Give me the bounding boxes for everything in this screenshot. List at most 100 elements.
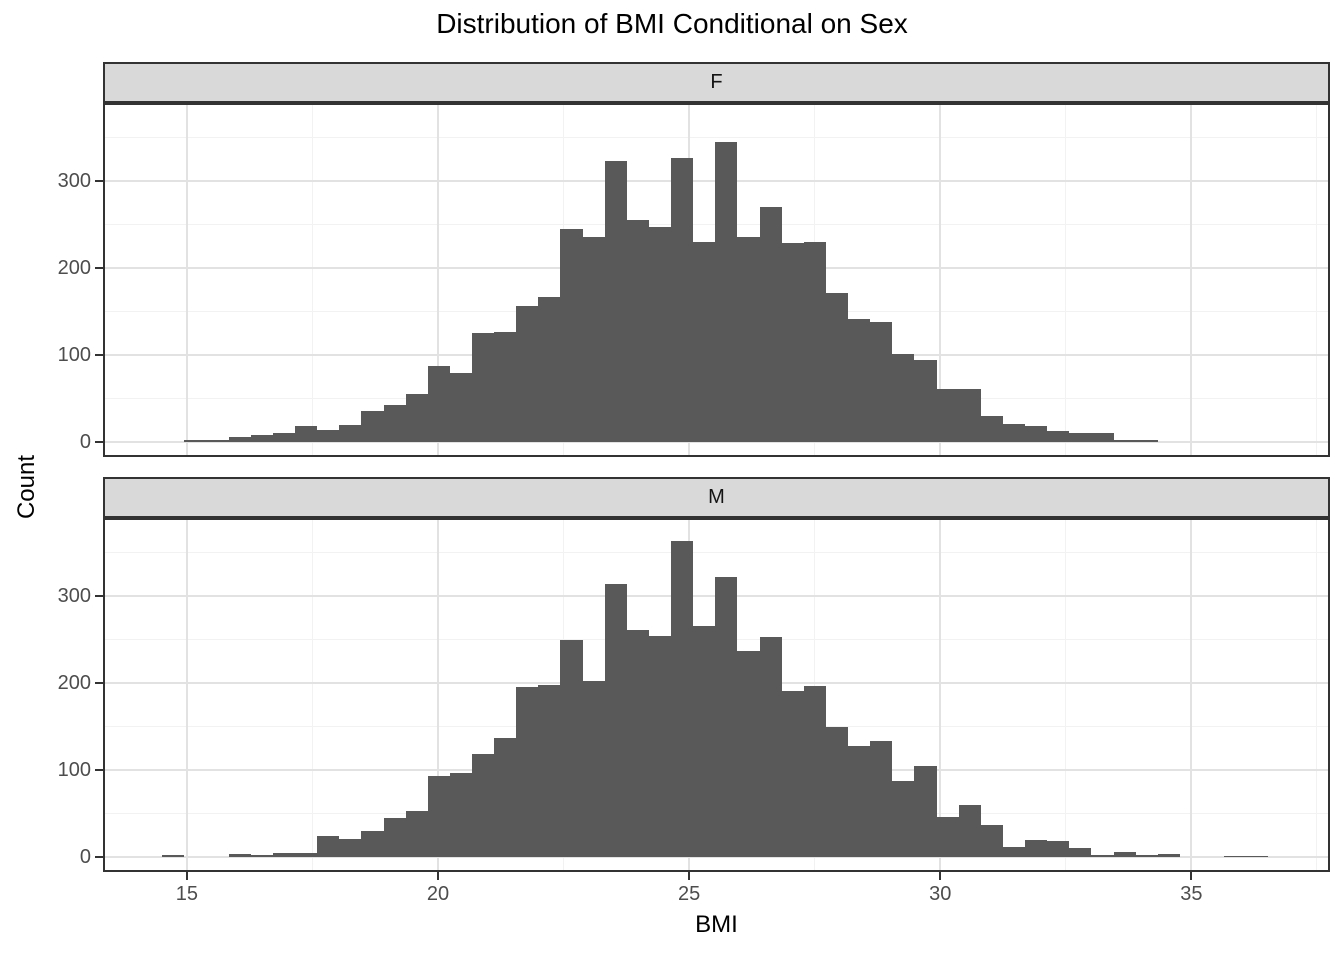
histogram-bar	[914, 360, 937, 443]
x-tick-label: 15	[175, 883, 198, 905]
histogram-bar	[1091, 432, 1114, 443]
histogram-bar	[538, 296, 560, 443]
histogram-bar	[627, 220, 649, 443]
y-tick-mark	[95, 441, 103, 444]
histogram-bar	[295, 852, 317, 858]
histogram-bar	[251, 855, 273, 858]
histogram-bar	[538, 684, 560, 858]
histogram-bar	[361, 410, 384, 443]
histogram-bar	[848, 319, 870, 443]
histogram-bar	[1136, 439, 1158, 443]
histogram-bar	[959, 389, 981, 443]
histogram-bar	[1069, 847, 1091, 858]
histogram-bar	[450, 772, 472, 858]
histogram-bar	[1224, 856, 1246, 858]
gridline-major-h	[105, 856, 1328, 859]
gridline-minor-v	[1065, 520, 1067, 870]
histogram-bar	[384, 404, 406, 443]
x-axis-title: BMI	[695, 911, 738, 938]
x-tick-label: 30	[929, 883, 952, 905]
histogram-bar	[1136, 855, 1158, 858]
histogram-bar	[560, 640, 583, 858]
x-tick-mark	[185, 872, 188, 880]
histogram-bar	[937, 389, 959, 443]
histogram-bar	[715, 141, 737, 443]
histogram-bar	[317, 836, 339, 858]
histogram-bar	[1025, 426, 1047, 443]
gridline-minor-v	[311, 105, 313, 455]
histogram-bar	[273, 852, 295, 858]
histogram-bar	[583, 236, 605, 443]
facet-strip-label: F	[710, 71, 723, 93]
gridline-major-v	[185, 105, 188, 455]
y-tick-label: 300	[57, 585, 91, 608]
histogram-bar	[1069, 433, 1091, 443]
y-tick-mark	[95, 769, 103, 772]
histogram-bar	[1091, 854, 1114, 858]
histogram-bar	[892, 781, 914, 858]
histogram-bar	[184, 440, 207, 443]
histogram-bar	[406, 394, 428, 443]
histogram-bar	[516, 305, 538, 443]
histogram-bar	[914, 765, 937, 858]
histogram-bar	[295, 426, 317, 443]
gridline-minor-v	[311, 520, 313, 870]
histogram-bar	[1114, 851, 1136, 858]
histogram-bar	[494, 331, 516, 443]
histogram-bar	[715, 576, 737, 858]
gridline-minor-v	[1316, 105, 1318, 455]
facet-strip-M: M	[103, 477, 1330, 518]
histogram-bar	[870, 322, 892, 443]
panel-M	[103, 518, 1330, 872]
gridline-major-v	[436, 105, 439, 455]
histogram-bar	[472, 333, 494, 443]
histogram-bar	[937, 817, 959, 858]
histogram-bar	[1047, 430, 1069, 443]
gridline-major-v	[939, 520, 942, 870]
y-tick-mark	[95, 180, 103, 183]
histogram-bar	[826, 726, 848, 858]
x-tick-mark	[1190, 872, 1193, 880]
histogram-bar	[1158, 853, 1180, 858]
histogram-bar	[162, 855, 184, 858]
y-tick-label: 100	[57, 344, 91, 367]
histogram-bar	[1114, 439, 1136, 443]
histogram-bar	[361, 831, 384, 858]
x-tick-label: 25	[678, 883, 701, 905]
histogram-bar	[428, 776, 450, 858]
gridline-major-v	[436, 520, 439, 870]
histogram-bar	[981, 824, 1003, 858]
y-tick-label: 300	[57, 170, 91, 193]
histogram-bar	[782, 242, 804, 443]
histogram-bar	[339, 838, 361, 858]
histogram-bar	[494, 737, 516, 858]
histogram-bar	[693, 625, 715, 858]
histogram-bar	[560, 228, 583, 443]
histogram-bar	[760, 637, 782, 858]
histogram-bar	[229, 436, 251, 443]
histogram-bar	[649, 227, 671, 443]
histogram-bar	[760, 207, 782, 443]
histogram-bar	[1047, 840, 1069, 858]
histogram-bar	[671, 157, 693, 443]
histogram-bar	[782, 690, 804, 858]
gridline-major-v	[1190, 105, 1193, 455]
facet-strip-F: F	[103, 62, 1330, 103]
x-tick-label: 20	[426, 883, 450, 905]
histogram-bar	[1003, 846, 1025, 858]
x-tick-mark	[688, 872, 691, 880]
plot-title: Distribution of BMI Conditional on Sex	[436, 8, 908, 39]
histogram-bar	[605, 583, 627, 858]
histogram-bar	[317, 429, 339, 443]
x-tick-mark	[939, 872, 942, 880]
gridline-minor-h	[105, 137, 1328, 139]
histogram-bar	[1003, 423, 1025, 443]
y-tick-label: 100	[57, 759, 91, 782]
histogram-bar	[870, 740, 892, 858]
histogram-bar	[693, 242, 715, 443]
facet-strip-label: M	[708, 486, 725, 508]
gridline-major-h	[105, 441, 1328, 444]
histogram-bar	[737, 236, 760, 443]
histogram-bar	[737, 650, 760, 858]
